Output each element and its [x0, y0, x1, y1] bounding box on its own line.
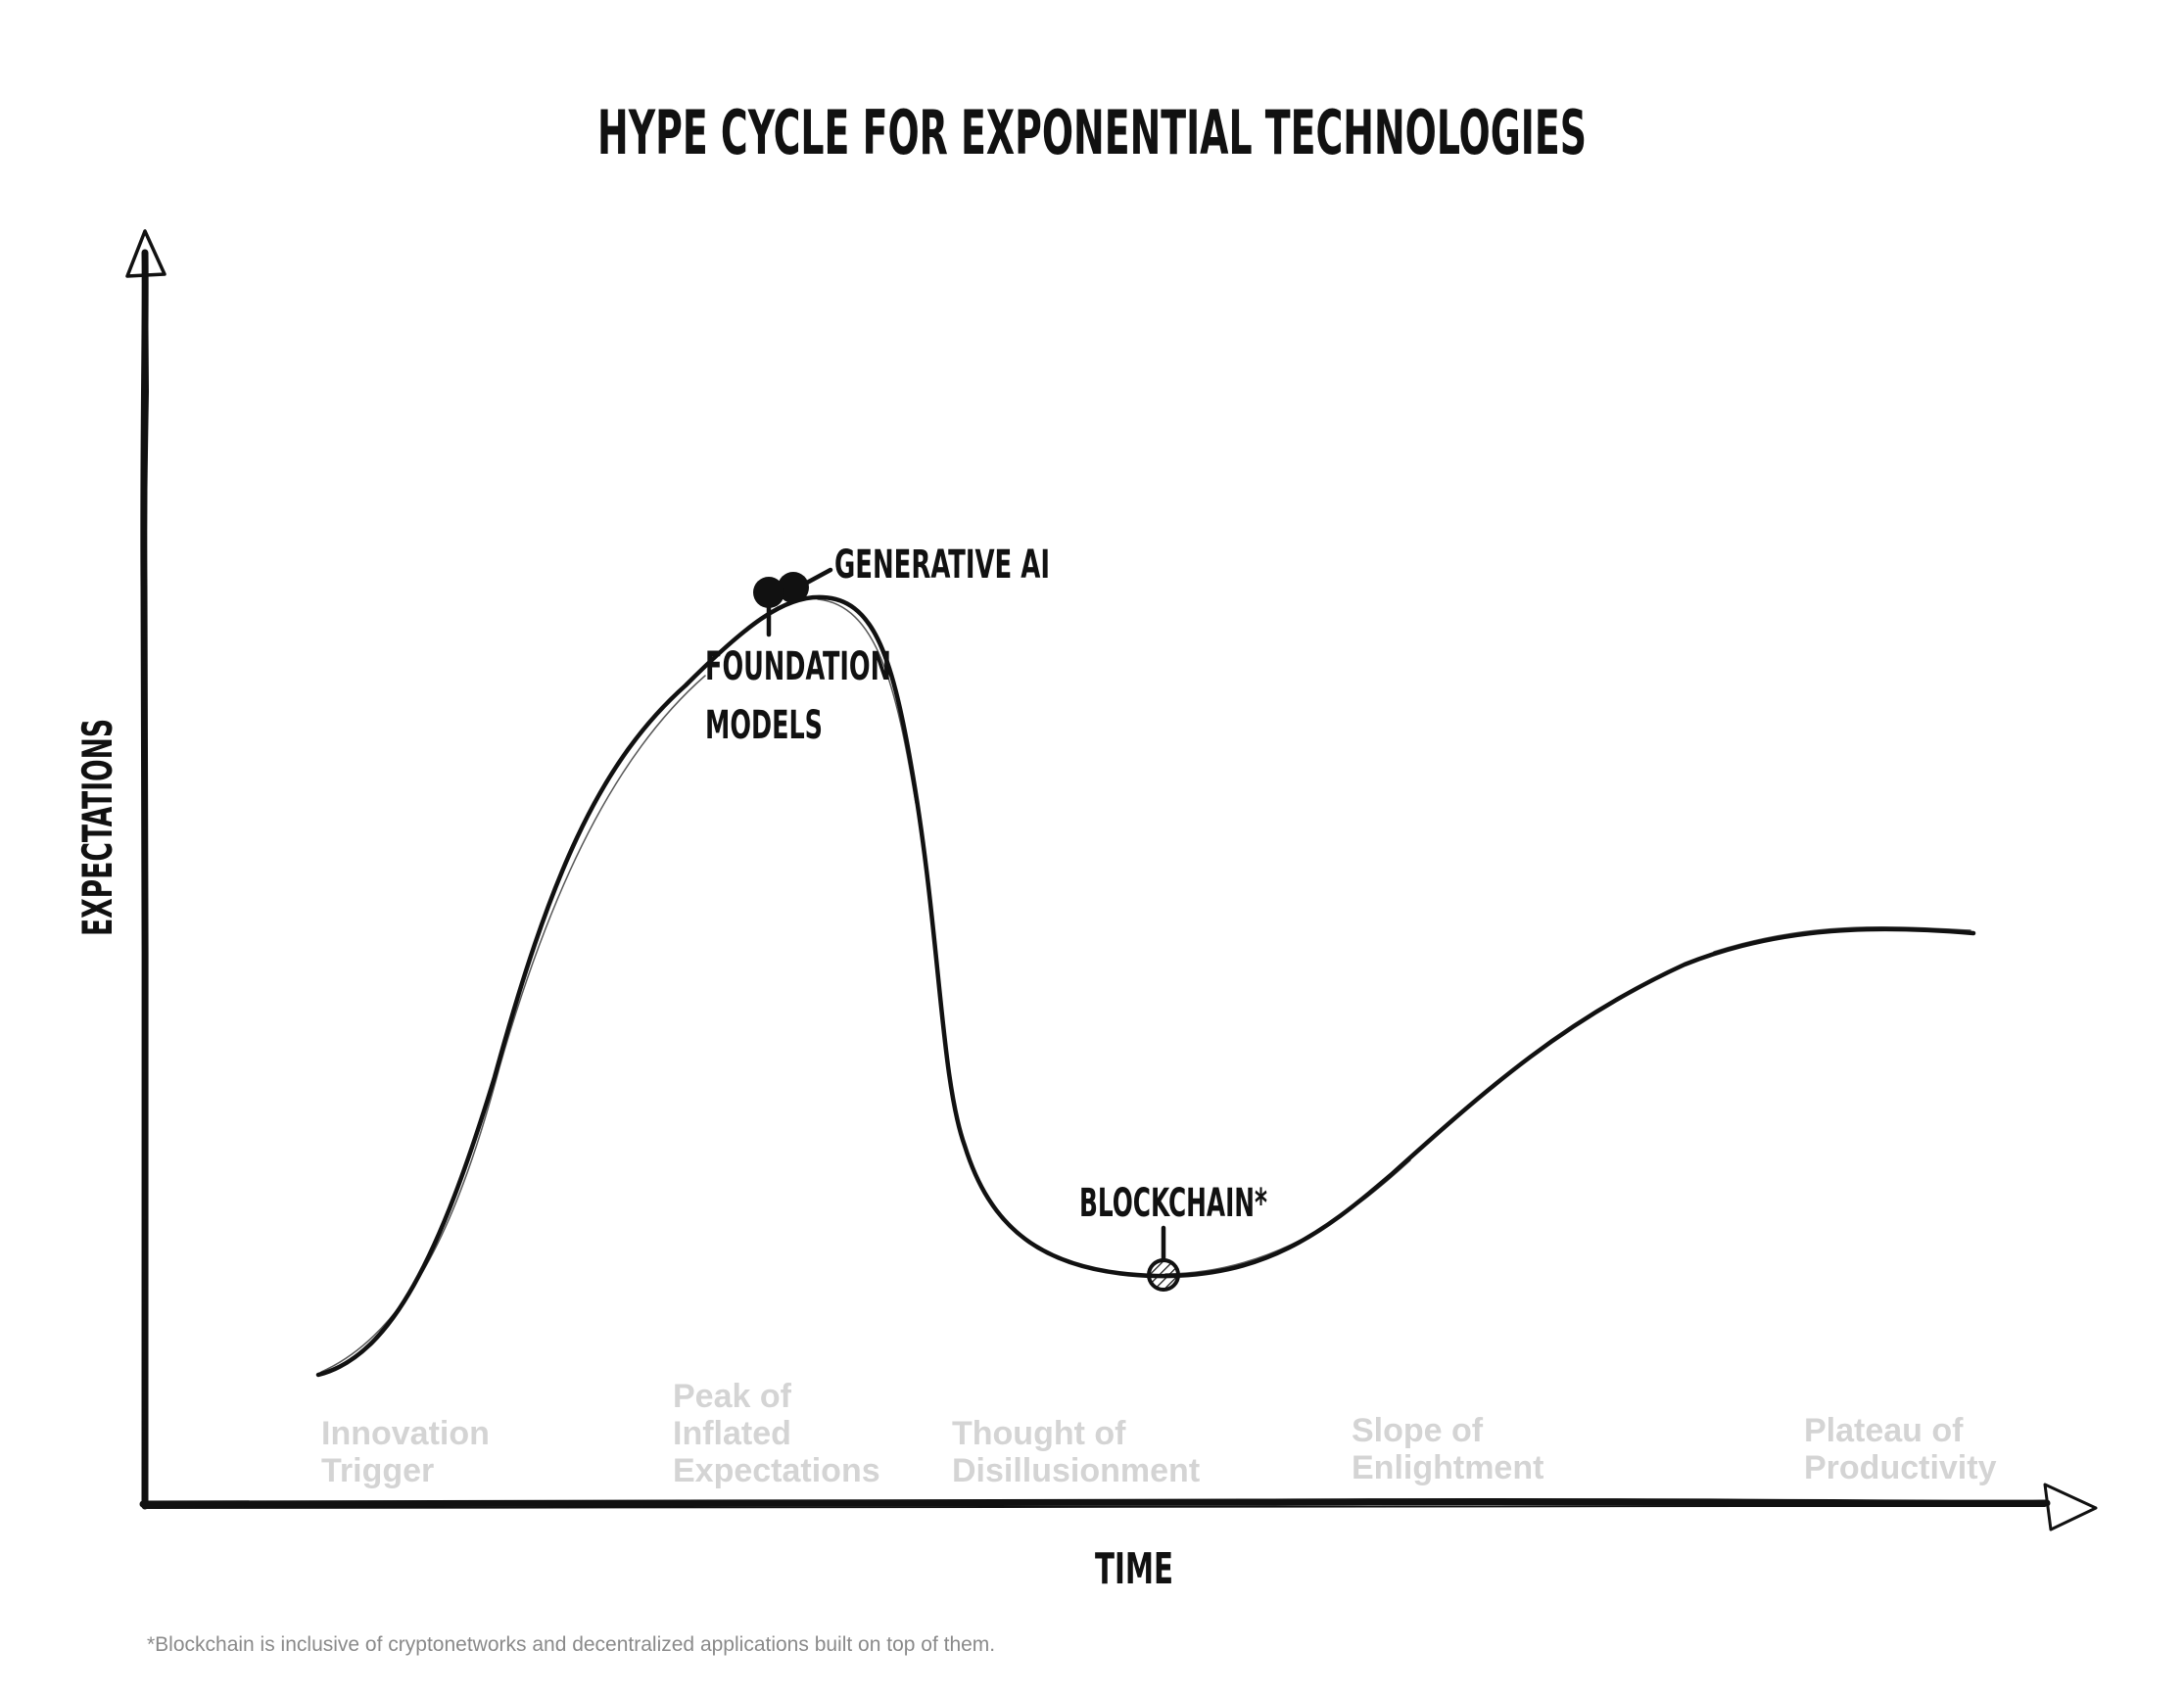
phase-thought-of-disillusionment: Thought of Disillusionment [952, 1415, 1200, 1489]
phase-peak-of-inflated-expectations: Peak of Inflated Expectations [673, 1378, 880, 1489]
blockchain-marker [1147, 1258, 1180, 1292]
page-title: HYPE CYCLE FOR EXPONENTIAL TECHNOLOGIES [597, 97, 1587, 168]
tech-generative-ai: GENERATIVE AI [778, 542, 1050, 603]
x-axis [139, 1483, 2098, 1531]
foundation-models-marker [753, 577, 784, 608]
phase-innovation-trigger: Innovation Trigger [321, 1415, 490, 1489]
phase-label: Peak of [673, 1378, 792, 1415]
x-axis-label: TIME [1095, 1544, 1173, 1594]
footnote: *Blockchain is inclusive of cryptonetwor… [147, 1633, 995, 1656]
tech-blockchain: BLOCKCHAIN* [1079, 1181, 1267, 1292]
phase-label: Expectations [673, 1452, 880, 1489]
phase-slope-of-enlightment: Slope of Enlightment [1352, 1412, 1543, 1486]
phase-label: Disillusionment [952, 1452, 1200, 1489]
hype-curve [315, 594, 1976, 1378]
y-axis [125, 229, 166, 1510]
foundation-models-label-line2: MODELS [705, 703, 823, 748]
phase-label: Enlightment [1352, 1449, 1543, 1486]
phase-label: Inflated [673, 1415, 791, 1452]
phase-plateau-of-productivity: Plateau of Productivity [1804, 1412, 1997, 1486]
generative-ai-marker [778, 572, 809, 603]
phase-label: Thought of [952, 1415, 1126, 1452]
y-axis-label: EXPECTATIONS [73, 719, 121, 936]
x-axis-arrowhead [2043, 1483, 2098, 1531]
generative-ai-label: GENERATIVE AI [834, 542, 1050, 588]
phase-label: Trigger [321, 1452, 434, 1489]
y-axis-arrowhead [125, 229, 166, 278]
phase-label: Productivity [1804, 1449, 1997, 1486]
phase-label: Slope of [1352, 1412, 1484, 1449]
phase-label: Innovation [321, 1415, 490, 1452]
tech-foundation-models: FOUNDATION MODELS [705, 577, 891, 748]
blockchain-label: BLOCKCHAIN* [1079, 1181, 1267, 1226]
phase-label: Plateau of [1804, 1412, 1964, 1449]
foundation-models-label-line1: FOUNDATION [705, 644, 891, 689]
